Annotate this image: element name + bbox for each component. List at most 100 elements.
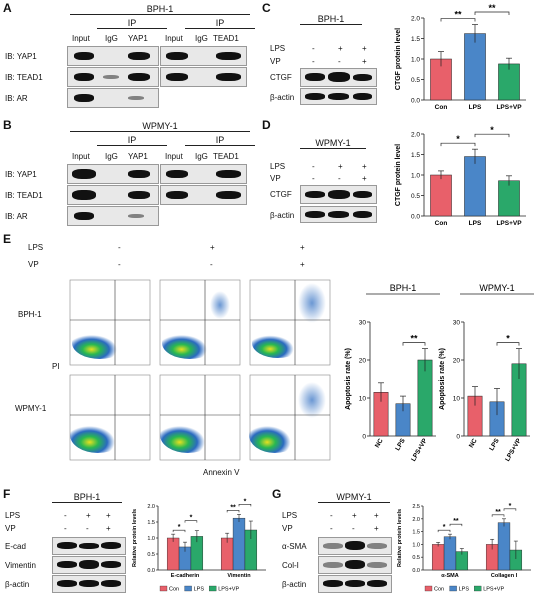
legend-label: Con [434, 587, 444, 593]
y-tick-label: 1.5 [412, 530, 420, 536]
significance-label: * [178, 524, 181, 531]
vp-sign: - [330, 524, 333, 533]
vp-sign: - [64, 524, 67, 533]
blot-d-actin [300, 206, 377, 223]
x-tick-label: E-cadherin [171, 573, 200, 579]
bar-con [166, 537, 180, 571]
significance-label: ** [495, 509, 501, 516]
lane-label: YAP1 [128, 152, 148, 161]
significance-label: * [190, 515, 193, 522]
panel-a-ip-right: IP [185, 18, 255, 29]
significance-label: * [456, 134, 460, 144]
blot-a-tead1-right [160, 67, 247, 87]
lps-label: LPS [28, 243, 44, 252]
legend-swatch [159, 585, 168, 592]
lps-label: LPS [282, 511, 298, 520]
panel-label-a: A [3, 1, 12, 15]
chart-title: BPH-1 [390, 283, 417, 293]
vp-sign: - [86, 524, 89, 533]
legend-label: LPS [459, 587, 470, 593]
y-tick-label: 0 [362, 434, 366, 441]
blot-f-actin [52, 575, 126, 593]
y-axis-label: CTGF protein level [395, 28, 402, 90]
lps-label: LPS [270, 162, 286, 171]
x-tick-label: LPS+VP [504, 437, 523, 463]
panel-label-f: F [3, 487, 11, 501]
significance-bracket [402, 342, 426, 346]
y-tick-label: 1.0 [411, 57, 420, 64]
legend-swatch [209, 585, 217, 592]
chart-g-fibrosis: 0.0 0.5 1.0 1.5 2.0 2.5 Relative protein level… [397, 503, 531, 593]
y-tick-label: 30 [359, 320, 367, 327]
y-axis-label: Relative protein levels [397, 509, 403, 567]
bar-con [430, 174, 452, 217]
significance-bracket [226, 510, 240, 513]
panel-d-title: WPMY-1 [300, 138, 366, 149]
vp-sign: + [362, 57, 367, 66]
flow-plot [69, 374, 151, 461]
vp-sign: - [338, 174, 341, 183]
lps-sign: + [374, 511, 379, 520]
panel-label-d: D [262, 118, 271, 132]
flow-x-axis-label: Annexin V [203, 468, 240, 477]
lps-sign: + [86, 511, 91, 520]
row-label: IB: YAP1 [5, 52, 37, 61]
panel-label-b: B [3, 118, 12, 132]
lane-label: Input [165, 34, 183, 43]
y-tick-label: 0.0 [147, 568, 155, 574]
lane-label: YAP1 [128, 34, 148, 43]
vp-label: VP [28, 260, 39, 269]
chart-c-ctgf: 0.0 0.5 1.0 1.5 2.0 CTGF protein level Con LPS L… [395, 3, 526, 111]
y-tick-label: 0.0 [412, 568, 420, 574]
row-label: β-actin [282, 580, 307, 589]
blot-d-ctgf [300, 185, 377, 204]
x-tick-label: Con [435, 104, 448, 111]
blot-a-yap1-right [160, 46, 247, 66]
vp-sign: - [312, 174, 315, 183]
blot-b-tead1-right [160, 185, 247, 205]
lps-sign: + [106, 511, 111, 520]
bar-lps [497, 522, 511, 571]
y-tick-label: 20 [453, 358, 461, 365]
y-tick-label: 0.0 [411, 98, 420, 105]
panel-label-c: C [262, 1, 271, 15]
vp-sign: + [362, 174, 367, 183]
lps-label: LPS [5, 511, 21, 520]
significance-label: ** [410, 334, 418, 344]
legend-label: Con [169, 587, 179, 593]
y-tick-label: 2.0 [411, 16, 420, 23]
legend-swatch [474, 585, 482, 592]
y-tick-label: 10 [359, 396, 367, 403]
row-label: β-actin [270, 211, 295, 220]
y-tick-label: 0.5 [411, 77, 420, 84]
lps-sign: + [338, 44, 343, 53]
x-tick-label: LPS+VP [410, 437, 429, 463]
row-label: IB: AR [5, 94, 28, 103]
significance-label: * [490, 125, 494, 135]
significance-bracket [503, 508, 517, 511]
row-label-wpmy1: WPMY-1 [15, 404, 47, 413]
blot-b-tead1-left [67, 185, 159, 205]
vp-sign: - [118, 260, 121, 269]
blot-g-asma [318, 537, 392, 555]
significance-bracket [449, 523, 463, 527]
lps-label: LPS [270, 44, 286, 53]
blot-f-ecad [52, 537, 126, 555]
lps-sign: + [210, 243, 215, 252]
bar-con [431, 544, 445, 571]
legend-label: LPS [194, 587, 205, 593]
vp-label: VP [270, 174, 281, 183]
lps-sign: - [330, 511, 333, 520]
vp-label: VP [282, 524, 293, 533]
significance-bracket [440, 142, 476, 147]
blot-a-tead1-left [67, 67, 159, 87]
x-tick-label: NC [374, 437, 385, 449]
y-tick-label: 1.5 [411, 152, 420, 159]
significance-label: ** [230, 504, 236, 511]
significance-bracket [440, 18, 476, 22]
row-label: IB: YAP1 [5, 170, 37, 179]
y-tick-label: 0.0 [411, 214, 420, 221]
lane-label: Input [165, 152, 183, 161]
blot-a-ar [67, 88, 159, 108]
blot-b-ar [67, 206, 159, 226]
